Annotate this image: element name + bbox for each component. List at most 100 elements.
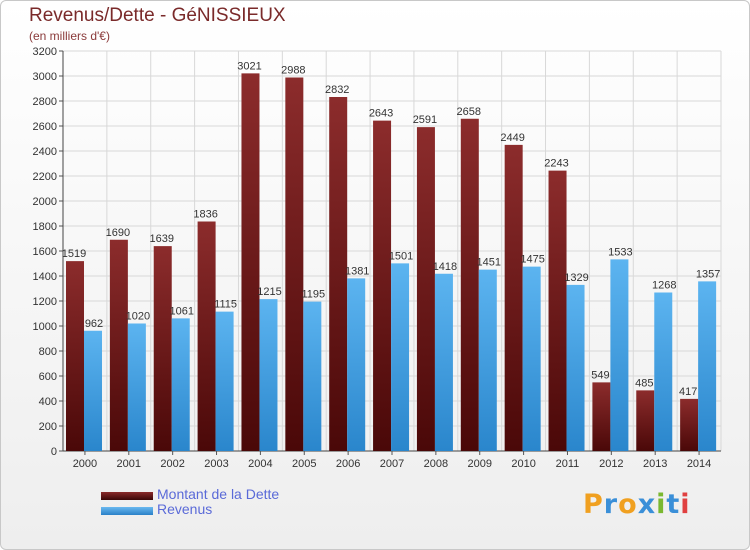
legend-label-revenue: Revenus	[157, 501, 213, 517]
debt-data-label: 2449	[500, 132, 524, 144]
debt-bar	[109, 239, 128, 451]
x-tick-label: 2010	[511, 458, 535, 470]
proxiti-logo: Proxiti	[583, 489, 691, 520]
debt-data-label: 2832	[325, 84, 349, 96]
debt-bar	[416, 127, 435, 451]
debt-data-label: 3021	[237, 60, 261, 72]
debt-bar	[680, 398, 699, 451]
revenue-bar	[303, 301, 322, 451]
logo-letter: r	[603, 489, 619, 520]
y-tick-label: 2800	[33, 96, 57, 108]
revenue-data-label: 1115	[214, 299, 237, 311]
x-tick-label: 2004	[248, 458, 272, 470]
y-tick-label: 3000	[33, 71, 57, 83]
revenue-bar	[84, 330, 102, 451]
revenue-data-label: 1501	[389, 250, 413, 262]
debt-bar	[197, 221, 216, 451]
y-tick-label: 600	[39, 371, 57, 383]
y-tick-label: 2200	[33, 171, 57, 183]
revenue-bar	[434, 273, 453, 451]
debt-data-label: 417	[679, 386, 697, 398]
x-tick-label: 2005	[292, 458, 316, 470]
revenue-data-label: 1475	[520, 254, 544, 266]
logo-letter: o	[618, 489, 638, 520]
x-tick-label: 2012	[599, 458, 623, 470]
y-tick-label: 1200	[33, 296, 57, 308]
debt-bar	[373, 120, 392, 451]
revenue-bar	[654, 292, 673, 451]
revenue-bar	[171, 318, 190, 451]
revenue-bar	[259, 299, 278, 451]
y-tick-label: 0	[51, 446, 57, 458]
revenue-bar	[698, 281, 717, 451]
y-tick-label: 2600	[33, 121, 57, 133]
revenue-bar	[347, 278, 366, 451]
legend-swatch-debt	[101, 492, 153, 500]
revenue-data-label: 1020	[126, 311, 150, 323]
revenue-bar	[610, 259, 629, 451]
debt-data-label: 2591	[413, 114, 437, 126]
x-tick-label: 2002	[160, 458, 184, 470]
revenue-data-label: 1418	[433, 261, 457, 273]
x-tick-label: 2007	[380, 458, 404, 470]
revenue-data-label: 1451	[477, 257, 501, 269]
revenue-data-label: 1195	[302, 289, 326, 301]
revenue-bar	[566, 284, 585, 451]
debt-bar	[66, 261, 84, 451]
debt-data-label: 2988	[281, 65, 305, 77]
debt-bar	[636, 390, 655, 451]
revenue-bar	[215, 311, 234, 451]
x-tick-label: 2013	[643, 458, 667, 470]
debt-data-label: 2658	[457, 106, 481, 118]
x-tick-label: 2006	[336, 458, 360, 470]
revenue-data-label: 1061	[169, 305, 193, 317]
x-tick-label: 2009	[467, 458, 491, 470]
logo-letter: i	[656, 489, 667, 520]
chart-title: Revenus/Dette - GéNISSIEUX	[29, 5, 286, 26]
debt-bar	[592, 382, 611, 451]
y-tick-label: 2000	[33, 196, 57, 208]
debt-data-label: 485	[635, 377, 653, 389]
debt-bar	[460, 118, 479, 451]
chart-subtitle: (en milliers d'€)	[29, 29, 110, 43]
revenue-bar	[478, 269, 497, 451]
y-tick-label: 2400	[33, 146, 57, 158]
logo-letter: P	[583, 489, 604, 520]
x-tick-label: 2003	[204, 458, 228, 470]
debt-data-label: 2243	[544, 158, 568, 170]
debt-data-label: 1519	[62, 248, 86, 260]
debt-data-label: 1690	[106, 227, 130, 239]
debt-bar	[548, 170, 567, 451]
revenue-data-label: 1357	[696, 268, 720, 280]
debt-data-label: 2643	[369, 108, 393, 120]
y-tick-label: 1800	[33, 221, 57, 233]
logo-letter: i	[680, 489, 691, 520]
x-tick-label: 2008	[424, 458, 448, 470]
y-tick-label: 400	[39, 396, 57, 408]
debt-bar	[153, 246, 172, 451]
revenue-bar	[127, 323, 146, 451]
debt-data-label: 549	[591, 369, 609, 381]
revenue-data-label: 1215	[257, 286, 281, 298]
y-tick-label: 1600	[33, 246, 57, 258]
revenue-data-label: 1533	[608, 246, 632, 258]
debt-bar	[241, 73, 260, 451]
legend-label-debt: Montant de la Dette	[157, 486, 280, 502]
revenue-bar	[522, 266, 541, 451]
y-tick-label: 1000	[33, 321, 57, 333]
x-tick-label: 2011	[556, 458, 580, 470]
revenue-bar	[391, 263, 410, 451]
debt-data-label: 1836	[193, 209, 217, 221]
legend-swatch-revenue	[101, 507, 153, 515]
logo-letter: x	[637, 489, 657, 520]
x-tick-label: 2001	[117, 458, 141, 470]
y-tick-label: 800	[39, 346, 57, 358]
x-tick-label: 2000	[73, 458, 97, 470]
y-tick-label: 3200	[33, 46, 57, 58]
debt-bar	[504, 144, 523, 451]
x-tick-label: 2014	[687, 458, 711, 470]
debt-data-label: 1639	[149, 233, 173, 245]
revenue-data-label: 1268	[652, 280, 676, 292]
